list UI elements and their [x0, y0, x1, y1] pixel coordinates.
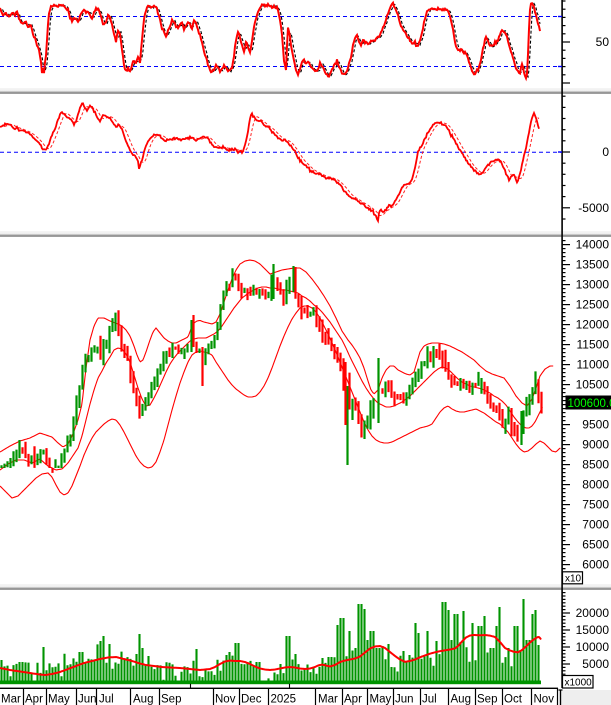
svg-text:7500: 7500	[582, 498, 609, 512]
svg-text:-5000: -5000	[578, 201, 609, 215]
svg-text:May: May	[370, 694, 392, 705]
svg-text:Oct: Oct	[504, 694, 523, 705]
svg-text:50: 50	[596, 35, 610, 49]
svg-text:11500: 11500	[577, 338, 610, 352]
svg-text:Mar: Mar	[1, 694, 21, 705]
svg-text:2025: 2025	[271, 694, 297, 705]
svg-text:8000: 8000	[582, 478, 609, 492]
svg-text:13000: 13000	[576, 278, 610, 292]
svg-text:x1000: x1000	[565, 677, 593, 688]
svg-text:100600.0: 100600.0	[568, 398, 611, 410]
svg-text:Jul: Jul	[99, 694, 114, 705]
svg-text:9000: 9000	[582, 438, 609, 452]
svg-text:May: May	[48, 694, 70, 705]
svg-text:6500: 6500	[582, 538, 609, 552]
svg-text:Mar: Mar	[318, 694, 338, 705]
svg-text:Jul: Jul	[422, 694, 437, 705]
svg-text:Apr: Apr	[25, 694, 43, 705]
svg-text:11000: 11000	[577, 358, 610, 372]
svg-text:10000: 10000	[576, 640, 610, 654]
svg-text:x10: x10	[565, 573, 582, 584]
svg-text:5000: 5000	[582, 657, 609, 671]
svg-text:7000: 7000	[582, 518, 609, 532]
svg-text:9500: 9500	[582, 418, 609, 432]
svg-text:13500: 13500	[576, 258, 610, 272]
svg-text:Aug: Aug	[451, 694, 471, 705]
svg-text:Nov: Nov	[215, 694, 236, 705]
svg-text:12500: 12500	[576, 298, 610, 312]
svg-text:0: 0	[602, 145, 609, 159]
svg-text:10500: 10500	[576, 378, 610, 392]
svg-text:Apr: Apr	[344, 694, 362, 705]
svg-text:8500: 8500	[582, 458, 609, 472]
svg-text:Aug: Aug	[133, 694, 153, 705]
svg-text:Jun: Jun	[78, 694, 97, 705]
svg-text:Sep: Sep	[477, 694, 497, 705]
svg-text:Dec: Dec	[241, 694, 262, 705]
svg-text:14000: 14000	[576, 238, 610, 252]
svg-text:6000: 6000	[582, 558, 609, 572]
svg-text:Jun: Jun	[395, 694, 414, 705]
svg-text:Nov: Nov	[534, 694, 555, 705]
svg-text:Sep: Sep	[161, 694, 181, 705]
svg-text:20000: 20000	[576, 606, 610, 620]
svg-text:12000: 12000	[576, 318, 610, 332]
svg-text:15000: 15000	[576, 623, 610, 637]
